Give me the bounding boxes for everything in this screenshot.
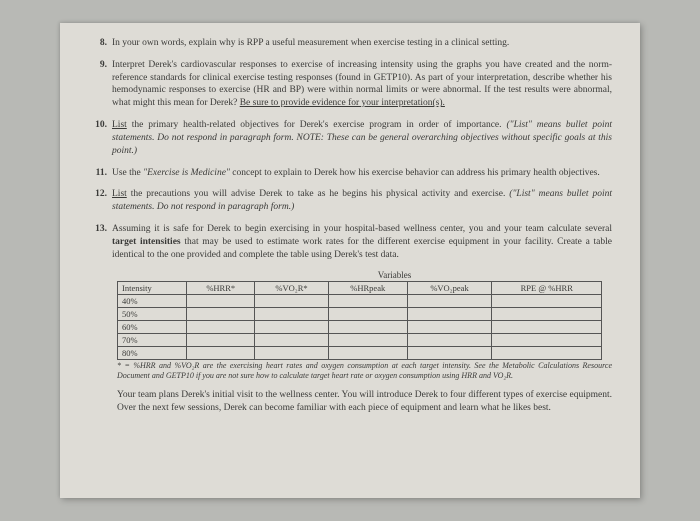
- question-item: 12.List the precautions you will advise …: [92, 188, 612, 214]
- empty-cell: [328, 347, 407, 360]
- empty-cell: [492, 321, 602, 334]
- table-row: 80%: [118, 347, 602, 360]
- intensity-table: Intensity%HRR*%VO₂R*%HRpeak%VO₂peakRPE @…: [117, 281, 602, 360]
- table-row: 50%: [118, 308, 602, 321]
- document-page: 8.In your own words, explain why is RPP …: [60, 23, 640, 498]
- question-item: 10.List the primary health-related objec…: [92, 119, 612, 157]
- table-row: 70%: [118, 334, 602, 347]
- question-text: List the precautions you will advise Der…: [112, 188, 612, 214]
- empty-cell: [492, 295, 602, 308]
- empty-cell: [407, 295, 492, 308]
- empty-cell: [255, 334, 329, 347]
- question-text: Use the "Exercise is Medicine" concept t…: [112, 167, 612, 180]
- empty-cell: [255, 295, 329, 308]
- question-number: 10.: [92, 119, 112, 157]
- table-header: %VO₂R*: [255, 282, 329, 295]
- empty-cell: [407, 308, 492, 321]
- question-list: 8.In your own words, explain why is RPP …: [92, 37, 612, 261]
- empty-cell: [187, 295, 255, 308]
- empty-cell: [492, 334, 602, 347]
- question-text: List the primary health-related objectiv…: [112, 119, 612, 157]
- question-item: 8.In your own words, explain why is RPP …: [92, 37, 612, 50]
- question-item: 13.Assuming it is safe for Derek to begi…: [92, 223, 612, 261]
- question-number: 8.: [92, 37, 112, 50]
- question-number: 9.: [92, 59, 112, 110]
- table-header: RPE @ %HRR: [492, 282, 602, 295]
- variables-label: Variables: [117, 270, 612, 280]
- intensity-cell: 50%: [118, 308, 187, 321]
- table-header: %HRpeak: [328, 282, 407, 295]
- intensity-table-section: Variables Intensity%HRR*%VO₂R*%HRpeak%VO…: [92, 270, 612, 360]
- intensity-cell: 40%: [118, 295, 187, 308]
- empty-cell: [407, 347, 492, 360]
- closing-paragraph: Your team plans Derek's initial visit to…: [92, 389, 612, 415]
- empty-cell: [492, 308, 602, 321]
- question-number: 11.: [92, 167, 112, 180]
- empty-cell: [492, 347, 602, 360]
- table-header: %HRR*: [187, 282, 255, 295]
- table-row: 60%: [118, 321, 602, 334]
- empty-cell: [187, 321, 255, 334]
- empty-cell: [255, 347, 329, 360]
- table-row: 40%: [118, 295, 602, 308]
- empty-cell: [187, 334, 255, 347]
- empty-cell: [255, 308, 329, 321]
- empty-cell: [328, 321, 407, 334]
- empty-cell: [328, 334, 407, 347]
- table-header: Intensity: [118, 282, 187, 295]
- empty-cell: [328, 295, 407, 308]
- question-item: 11.Use the "Exercise is Medicine" concep…: [92, 167, 612, 180]
- empty-cell: [187, 308, 255, 321]
- table-header: %VO₂peak: [407, 282, 492, 295]
- intensity-cell: 70%: [118, 334, 187, 347]
- empty-cell: [328, 308, 407, 321]
- intensity-cell: 60%: [118, 321, 187, 334]
- question-item: 9.Interpret Derek's cardiovascular respo…: [92, 59, 612, 110]
- empty-cell: [255, 321, 329, 334]
- question-number: 13.: [92, 223, 112, 261]
- question-number: 12.: [92, 188, 112, 214]
- table-footnote: * = %HRR and %VO₂R are the exercising he…: [92, 361, 612, 381]
- question-text: Interpret Derek's cardiovascular respons…: [112, 59, 612, 110]
- question-text: In your own words, explain why is RPP a …: [112, 37, 612, 50]
- empty-cell: [187, 347, 255, 360]
- empty-cell: [407, 334, 492, 347]
- empty-cell: [407, 321, 492, 334]
- question-text: Assuming it is safe for Derek to begin e…: [112, 223, 612, 261]
- intensity-cell: 80%: [118, 347, 187, 360]
